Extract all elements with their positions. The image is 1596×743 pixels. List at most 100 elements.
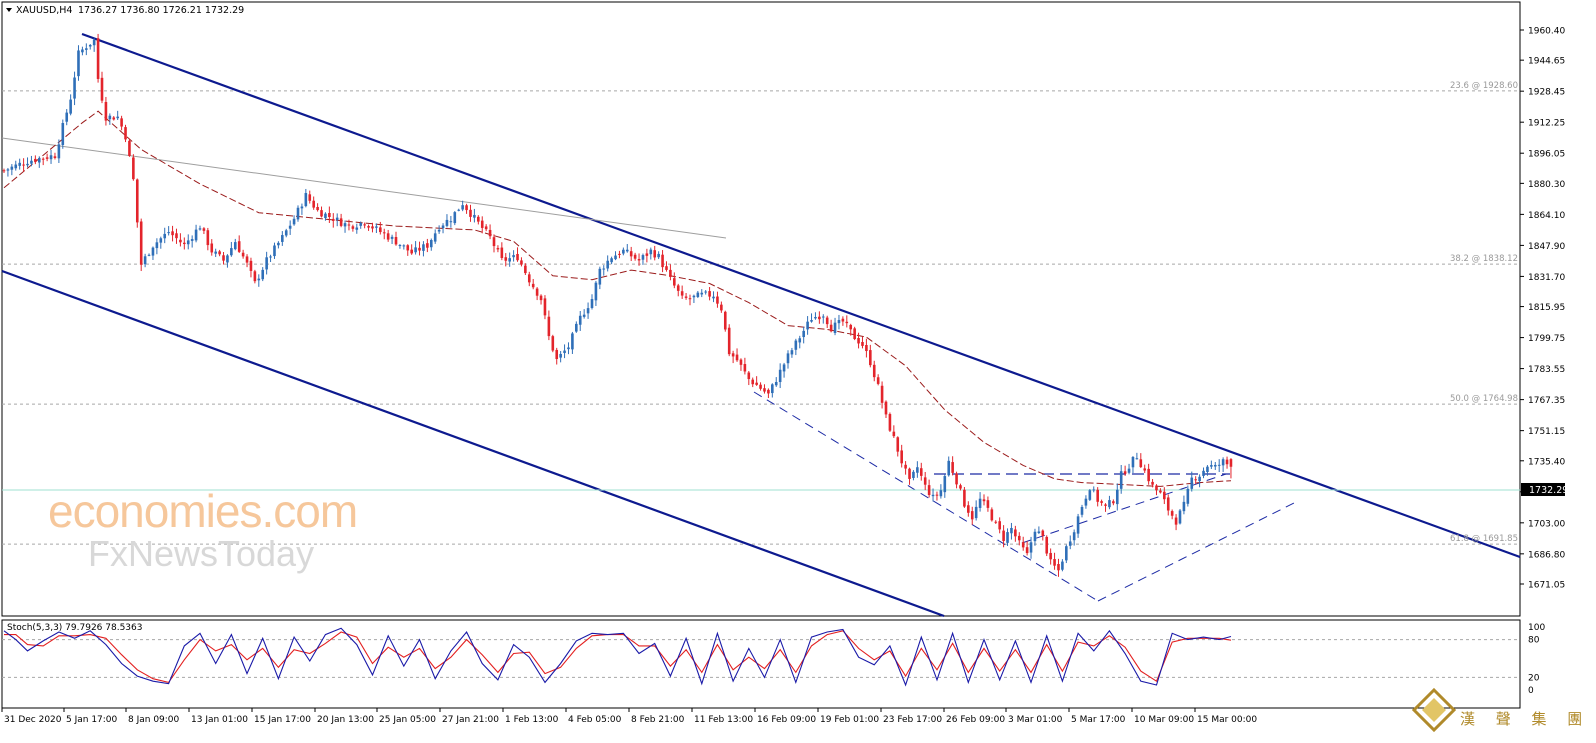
candle-body [814, 316, 817, 319]
candle-body [426, 243, 429, 248]
candle-body [1135, 458, 1139, 460]
candle-body [704, 291, 707, 293]
candle-body [120, 118, 123, 127]
candle-body [1112, 501, 1115, 504]
candle-body [277, 242, 280, 246]
candle-body [810, 320, 813, 322]
candle-body [763, 388, 766, 392]
candle-body [30, 160, 33, 164]
stoch-level-label: 20 [1528, 673, 1540, 683]
candle-body [1061, 561, 1064, 570]
candle-body [857, 338, 860, 344]
candle-body [774, 382, 778, 386]
candle-body [735, 354, 739, 361]
time-tick-label: 1 Feb 13:00 [505, 715, 559, 725]
candle-body [308, 194, 312, 201]
candle-body [919, 468, 923, 476]
candle-body [194, 229, 198, 241]
candle-body [292, 218, 296, 225]
candle-body [649, 249, 653, 255]
candle-body [661, 254, 664, 268]
price-tick-label: 1847.90 [1528, 242, 1565, 252]
candle-body [1123, 471, 1127, 474]
price-tick-label: 1783.55 [1528, 365, 1565, 375]
candle-body [994, 521, 998, 523]
candle-body [241, 252, 245, 257]
ma-polyline [3, 110, 1232, 487]
candle-body [473, 214, 476, 218]
time-tick-label: 23 Feb 17:00 [883, 715, 942, 725]
candle-body [861, 342, 864, 346]
candle-body [171, 231, 174, 236]
price-tick-label: 1767.35 [1528, 396, 1565, 406]
candle-body [237, 241, 241, 252]
candle-body [853, 328, 856, 340]
fib-level-label: 50.0 @ 1764.98 [1450, 394, 1518, 404]
candle-body [1049, 552, 1052, 560]
candle-body [575, 323, 578, 332]
candle-body [198, 228, 202, 230]
stochastic-oscillator: 100 80 20 0 [2, 623, 1545, 696]
candle-body [112, 117, 116, 120]
price-tick-label: 1735.40 [1528, 457, 1565, 467]
candle-body [1151, 481, 1154, 485]
main-plot-frame [1, 1, 1521, 617]
candle-body [923, 477, 927, 485]
candle-body [751, 379, 755, 385]
candle-body [794, 340, 798, 350]
header-dropdown-icon[interactable] [6, 8, 12, 12]
fib-level-label: 23.6 @ 1928.60 [1450, 81, 1518, 91]
candle-body [300, 206, 304, 209]
candle-body [375, 226, 378, 228]
candle-body [716, 296, 719, 304]
candle-body [771, 384, 774, 394]
candle-body [37, 158, 41, 163]
candle-body [488, 229, 492, 237]
candle-body [1041, 530, 1045, 536]
candle-body [986, 500, 990, 508]
candle-body [888, 414, 892, 431]
candle-body [96, 38, 100, 79]
candle-body [1033, 531, 1037, 542]
candle-body [143, 256, 147, 265]
candle-body [339, 218, 343, 226]
stoch-level-label: 0 [1528, 686, 1534, 696]
candle-body [1092, 489, 1096, 491]
candle-body [629, 251, 633, 257]
candle-body [539, 295, 543, 301]
candle-body [1147, 468, 1150, 482]
time-tick-label: 3 Mar 01:00 [1008, 715, 1063, 725]
candle-body [747, 372, 751, 380]
candle-body [586, 308, 590, 314]
candle-body [798, 338, 802, 343]
candle-body [355, 227, 359, 230]
candle-body [1017, 535, 1021, 541]
candle-body [821, 316, 825, 318]
price-axis: 1960.40 1944.65 1928.45 1912.25 1896.05 1880.… [1520, 27, 1565, 591]
candle-body [806, 321, 809, 330]
candle-body [1006, 532, 1009, 543]
candle-body [602, 268, 606, 270]
candle-body [829, 324, 833, 332]
candle-body [504, 257, 508, 261]
channel-lower-line [1, 269, 945, 618]
candle-body [1127, 468, 1131, 473]
stoch-label: Stoch(5,3,3) 79.7926 78.5363 [7, 623, 142, 633]
candle-body [480, 220, 484, 228]
price-tick-label: 1831.70 [1528, 273, 1565, 283]
candle-body [869, 350, 872, 366]
candle-body [508, 258, 511, 262]
candle-body [335, 217, 339, 220]
candle-body [273, 245, 276, 257]
candle-body [739, 359, 743, 365]
candle-body [1021, 542, 1025, 548]
candle-body [214, 251, 217, 254]
time-tick-label: 8 Jan 09:00 [128, 715, 180, 725]
candle-body [833, 322, 837, 334]
time-tick-label: 20 Jan 13:00 [317, 715, 374, 725]
candle-body [955, 473, 958, 485]
candle-body [88, 44, 92, 47]
candle-body [1210, 465, 1213, 467]
candle-body [571, 333, 574, 350]
